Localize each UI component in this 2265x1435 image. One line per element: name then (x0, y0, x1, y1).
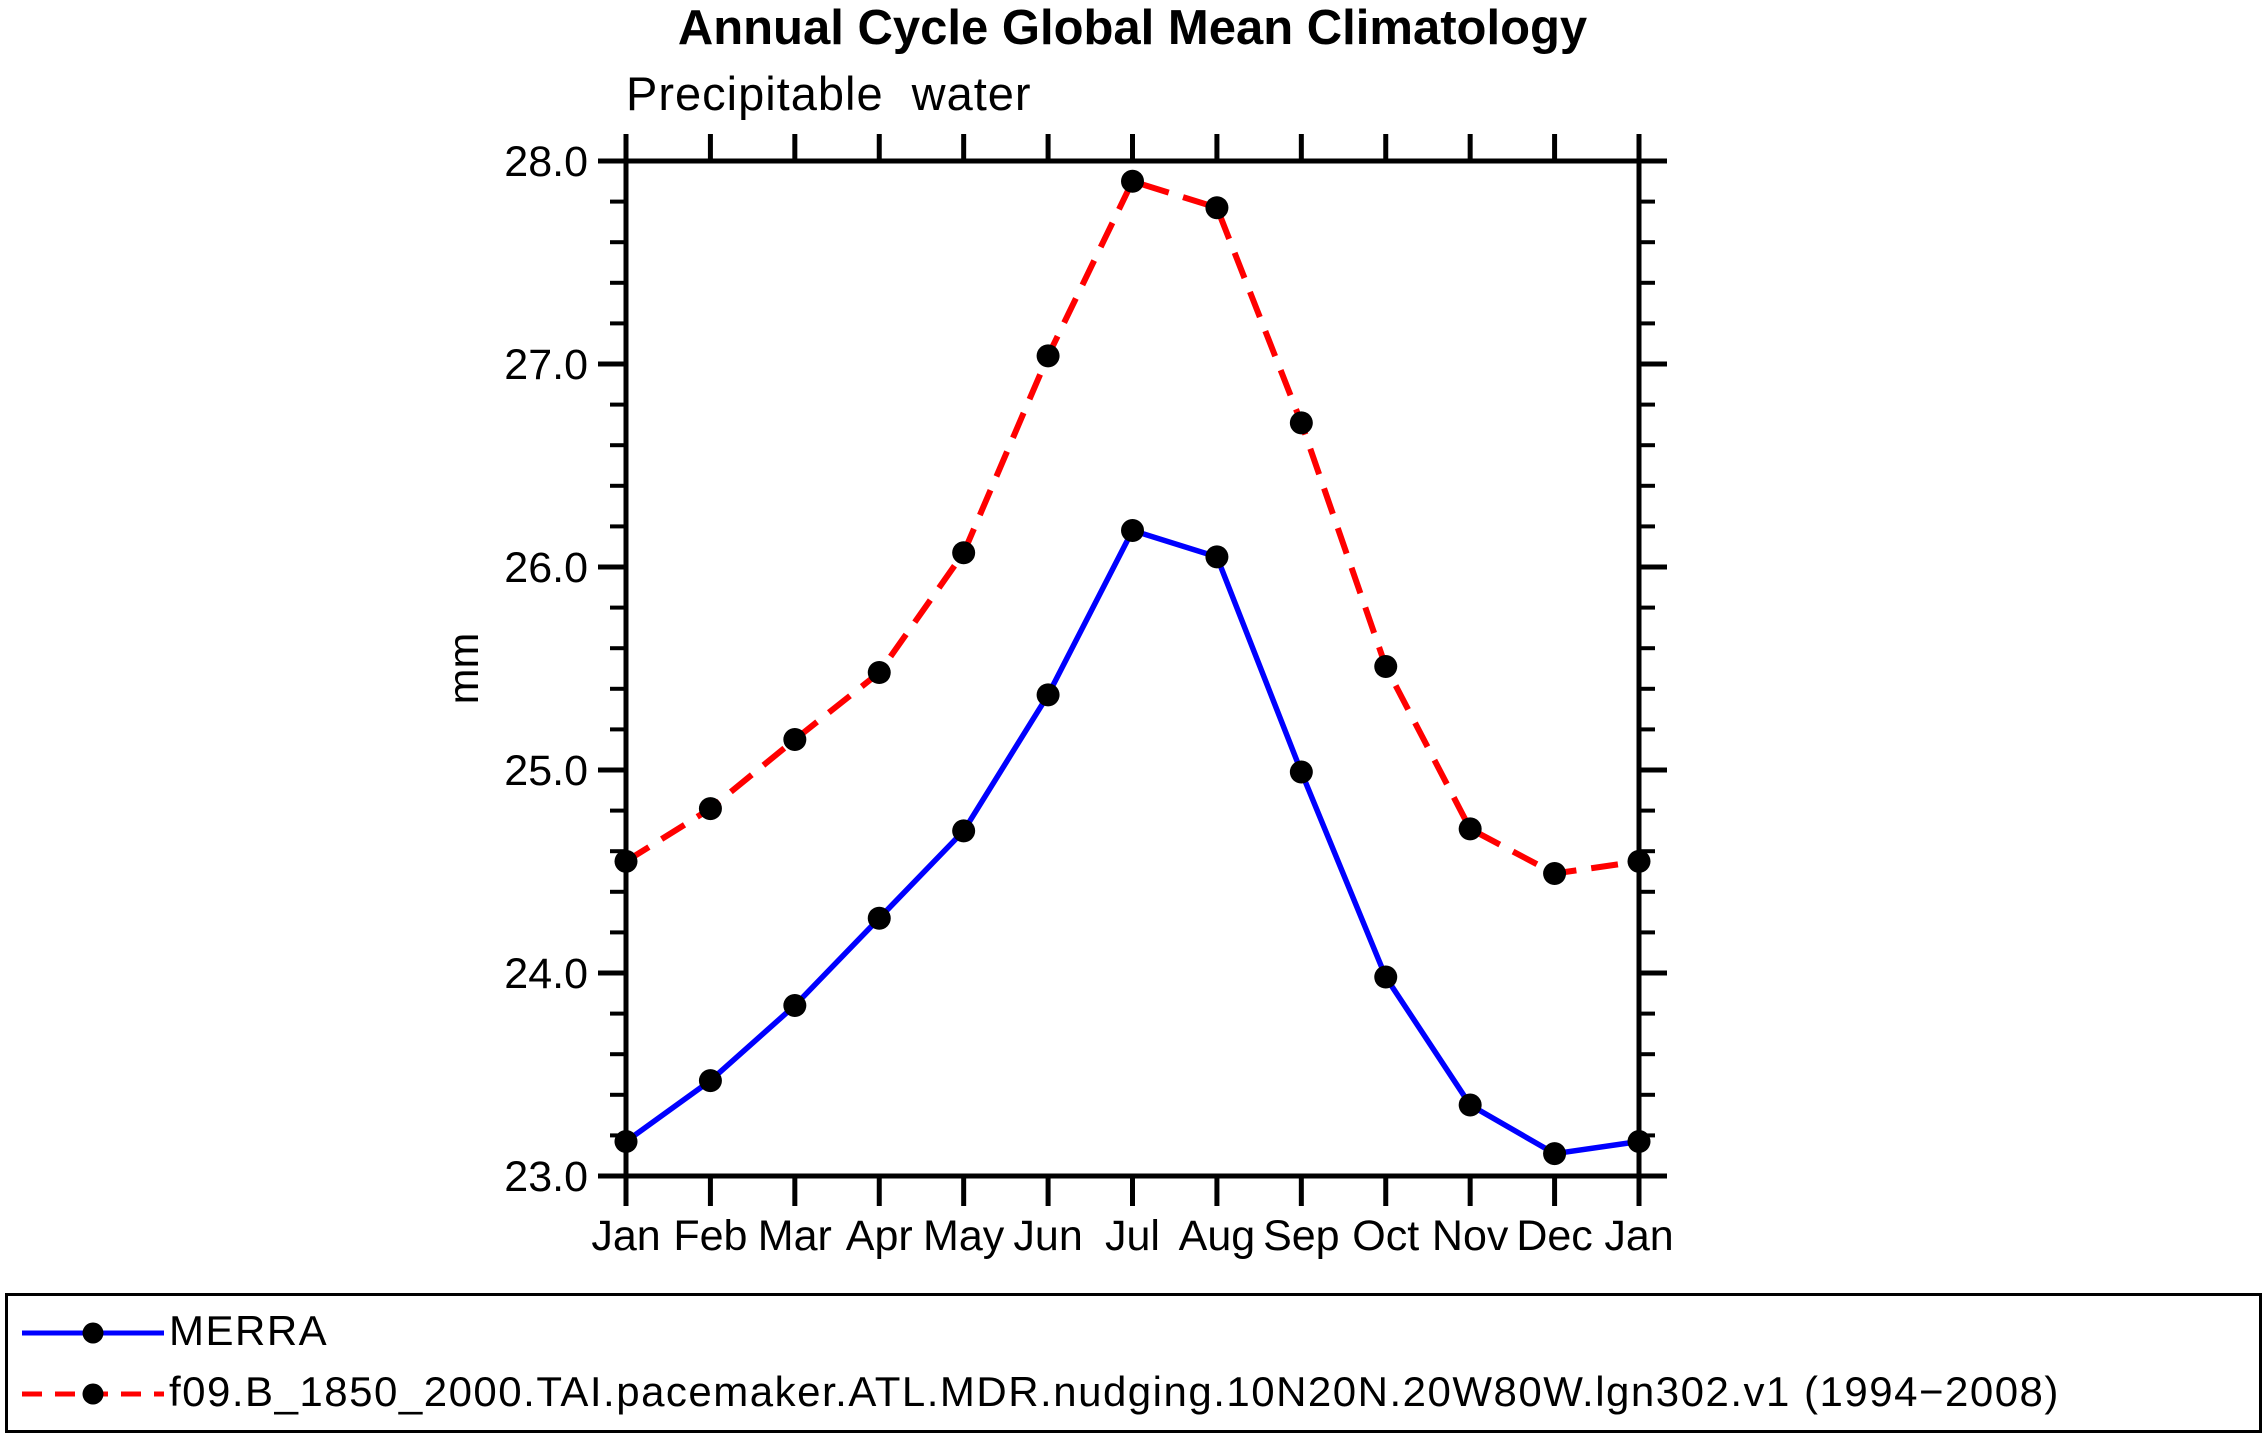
legend-box: MERRA f09.B_1850_2000.TAI.pacemaker.ATL.… (5, 1293, 2262, 1433)
data-point-model-May (952, 541, 976, 565)
data-point-merra-Feb (698, 1069, 722, 1093)
y-axis-tick-label: 25.0 (504, 747, 588, 795)
data-point-merra-Jun (1036, 683, 1060, 707)
y-axis-tick-label: 27.0 (504, 341, 588, 389)
y-axis-title: mm (440, 633, 488, 705)
chart-subtitle: Precipitable water (626, 67, 1032, 120)
y-axis-tick-label: 24.0 (504, 950, 588, 998)
data-point-model-Aug (1205, 196, 1229, 220)
x-axis-tick-label: Jan (1604, 1212, 1673, 1260)
data-point-merra-Nov (1458, 1093, 1482, 1117)
data-point-merra-Mar (783, 993, 807, 1017)
x-axis-tick-label: Nov (1432, 1212, 1509, 1260)
data-point-merra-Apr (867, 906, 891, 930)
x-axis-tick-label: Mar (758, 1212, 832, 1260)
chart-title: Annual Cycle Global Mean Climatology (677, 1, 1588, 55)
y-axis-tick-label: 28.0 (504, 138, 588, 186)
y-axis-tick-label: 26.0 (504, 544, 588, 592)
data-point-model-Jan (1627, 849, 1651, 873)
data-point-model-Jun (1036, 344, 1060, 368)
x-axis-tick-label: Feb (673, 1212, 747, 1260)
data-point-model-Oct (1374, 654, 1398, 678)
data-point-model-Mar (783, 728, 807, 752)
x-axis-tick-label: Jun (1013, 1212, 1082, 1260)
legend-item-model: f09.B_1850_2000.TAI.pacemaker.ATL.MDR.nu… (16, 1368, 2060, 1415)
data-point-model-Feb (698, 797, 722, 821)
data-point-merra-Jan (614, 1129, 638, 1153)
x-axis-tick-label: May (923, 1212, 1005, 1260)
y-axis-tick-label: 23.0 (504, 1153, 588, 1201)
x-axis-tick-label: Sep (1263, 1212, 1340, 1260)
legend-line-sample-merra (22, 1322, 164, 1344)
legend-label-merra: MERRA (169, 1307, 329, 1354)
legend-label-model: f09.B_1850_2000.TAI.pacemaker.ATL.MDR.nu… (169, 1368, 2060, 1415)
data-point-merra-Sep (1289, 760, 1313, 784)
x-axis-tick-label: Jan (591, 1212, 660, 1260)
x-axis-tick-label: Oct (1352, 1212, 1419, 1260)
data-point-model-Sep (1289, 411, 1313, 435)
data-point-model-Jul (1121, 169, 1144, 193)
legend-sample-marker (82, 1383, 104, 1405)
legend-item-merra: MERRA (16, 1307, 328, 1354)
data-point-model-Apr (867, 661, 891, 685)
data-point-model-Dec (1543, 862, 1567, 886)
x-axis-tick-label: Apr (846, 1212, 913, 1260)
x-axis-tick-label: Jul (1105, 1212, 1160, 1260)
legend-sample-marker (82, 1322, 104, 1344)
legend-line-sample-model (22, 1383, 164, 1405)
data-point-merra-May (952, 819, 976, 843)
x-axis-tick-label: Aug (1179, 1212, 1256, 1260)
series-line-merra (624, 527, 1640, 1157)
data-point-merra-Oct (1374, 965, 1398, 989)
data-point-merra-Jan (1627, 1129, 1651, 1153)
data-point-model-Jan (614, 849, 638, 873)
data-point-model-Nov (1458, 817, 1482, 841)
data-point-merra-Aug (1205, 545, 1229, 569)
data-point-merra-Jul (1121, 518, 1144, 542)
data-point-merra-Dec (1543, 1142, 1567, 1166)
x-axis-tick-label: Dec (1516, 1212, 1592, 1260)
